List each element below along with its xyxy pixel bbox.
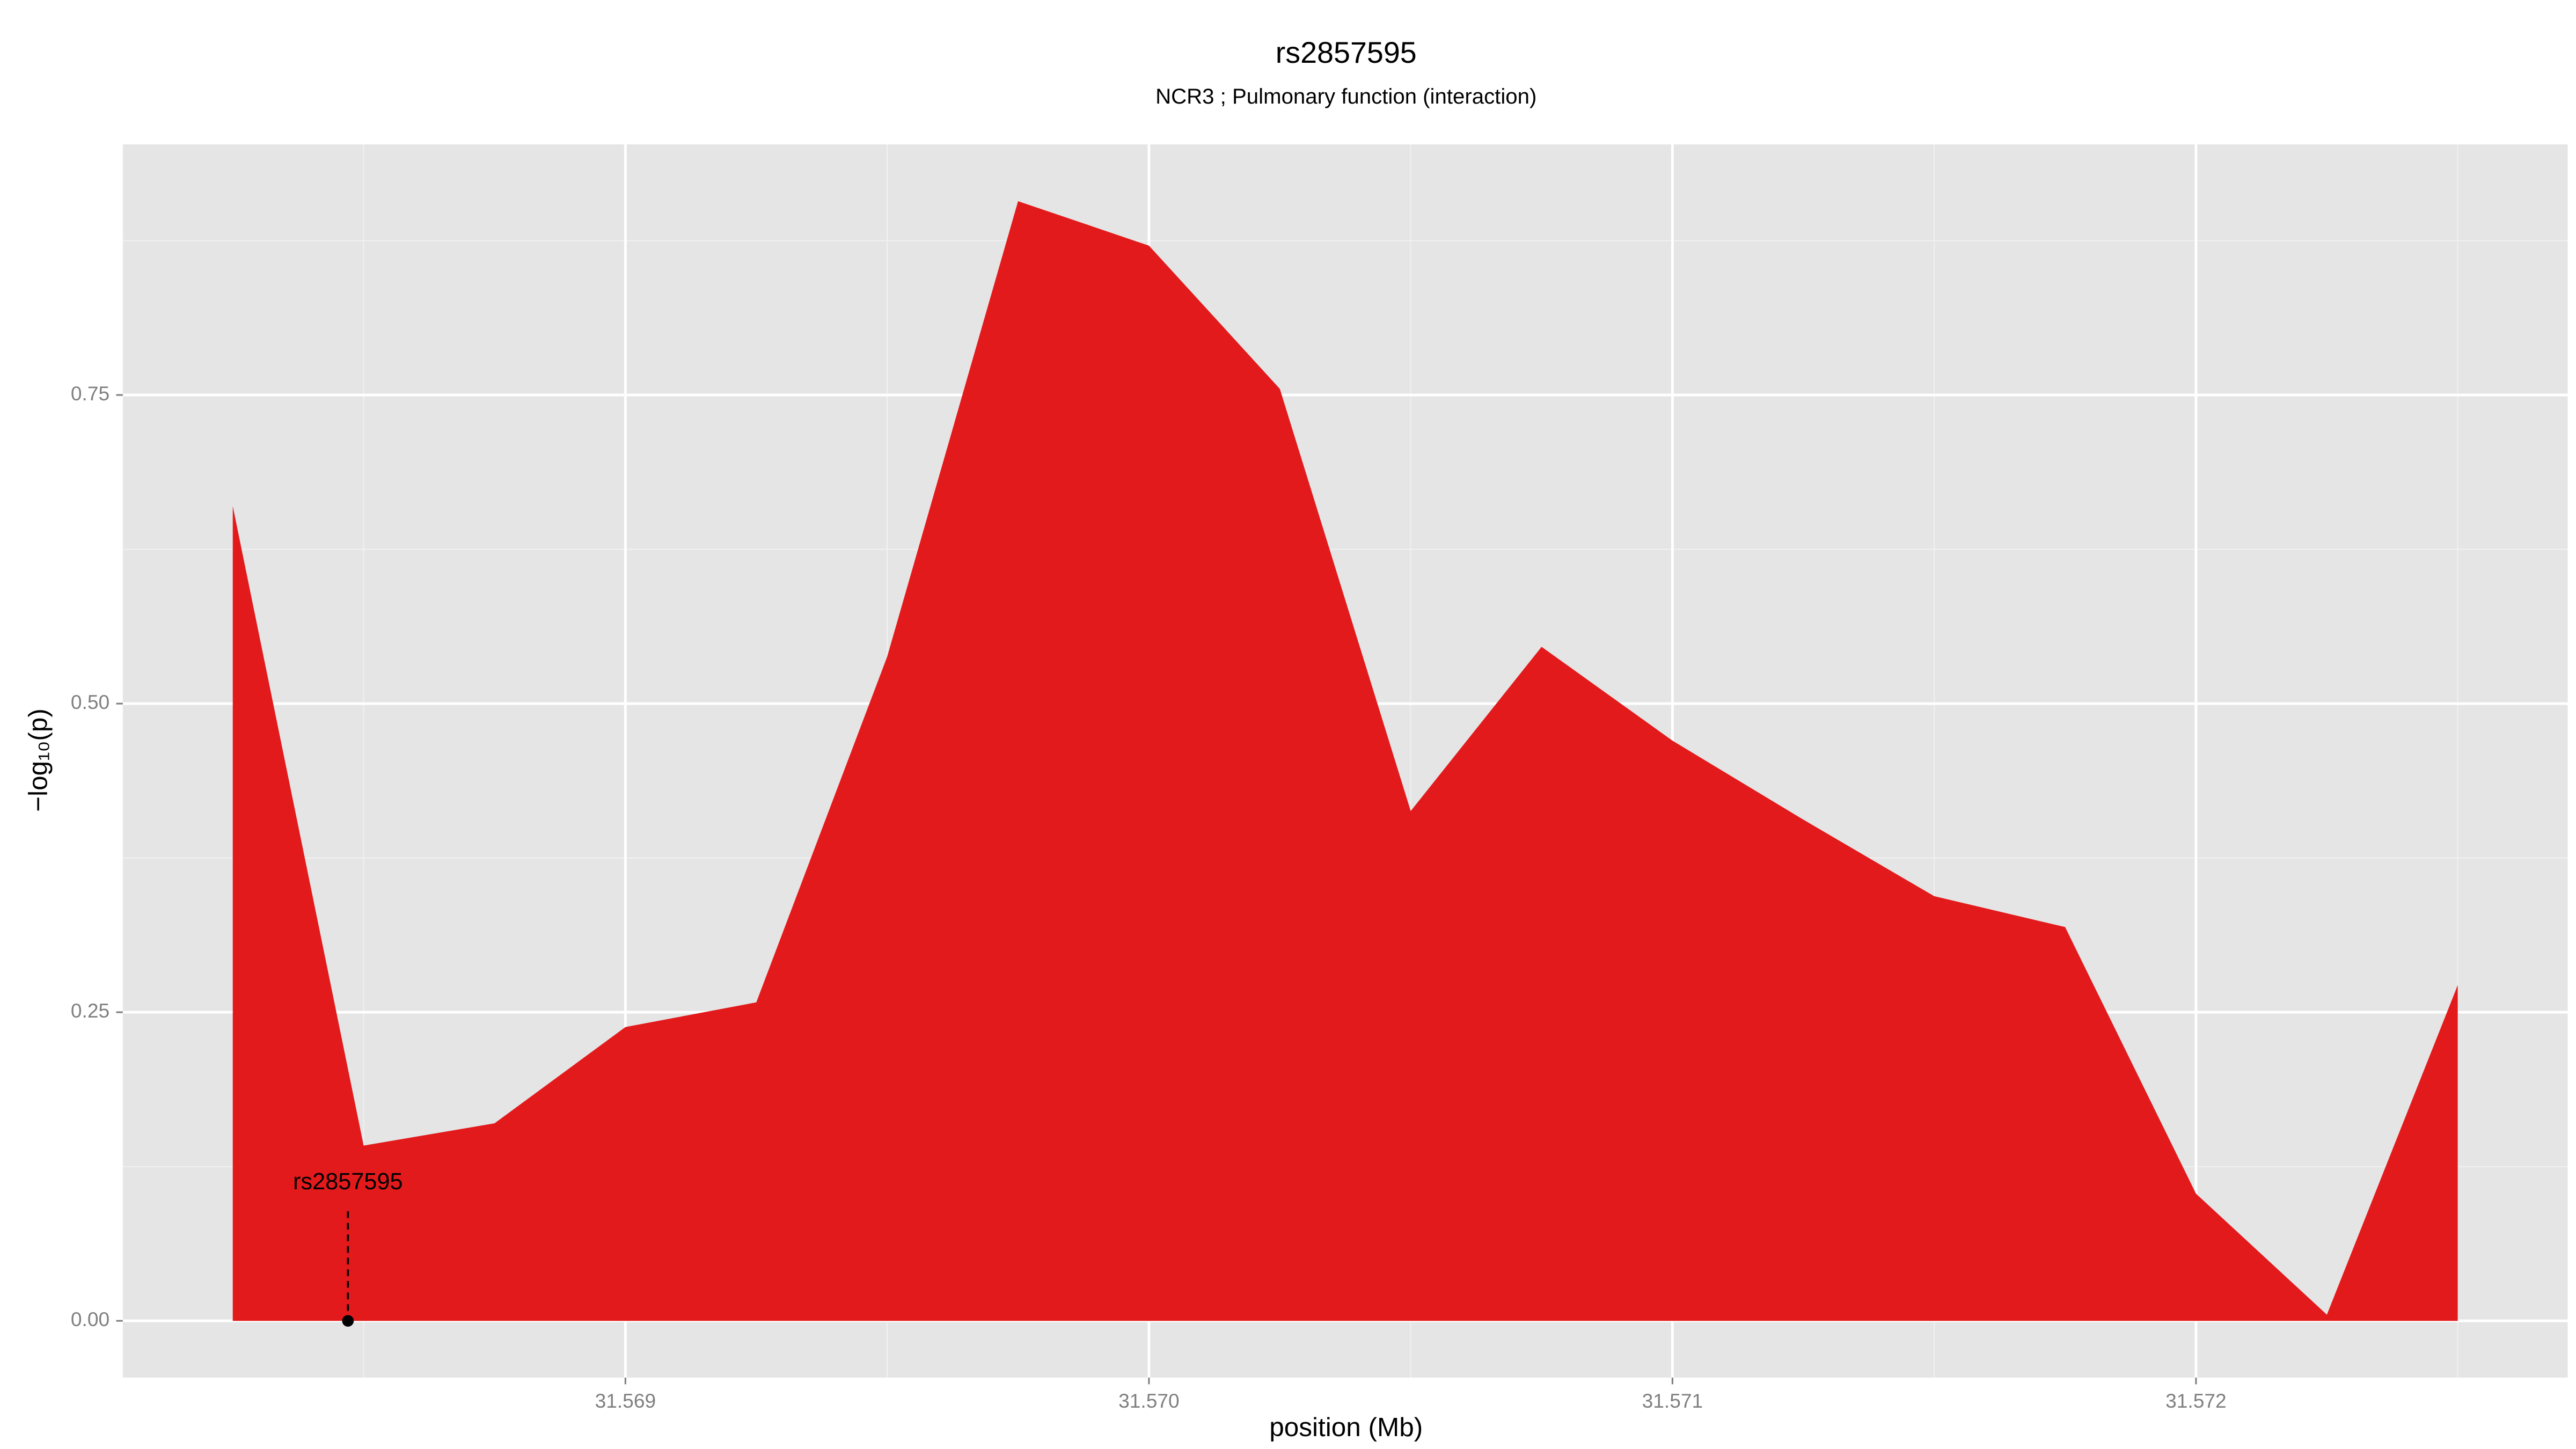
x-tick-label: 31.570: [1118, 1389, 1180, 1412]
x-tick-label: 31.572: [2165, 1389, 2227, 1412]
annotation-label: rs2857595: [293, 1169, 403, 1195]
chart-subtitle: NCR3 ; Pulmonary function (interaction): [1155, 84, 1536, 108]
y-tick-label: 0.25: [71, 999, 109, 1022]
y-tick-label: 0.50: [71, 691, 109, 713]
y-axis-label: −log₁₀(p): [23, 708, 53, 812]
chart-title: rs2857595: [1276, 36, 1417, 69]
x-tick-label: 31.571: [1642, 1389, 1703, 1412]
y-tick-label: 0.00: [71, 1308, 109, 1330]
x-tick-label: 31.569: [595, 1389, 656, 1412]
annotation-point: [342, 1315, 354, 1327]
y-tick-label: 0.75: [71, 382, 109, 405]
area: [232, 201, 2458, 1321]
x-axis-label: position (Mb): [1269, 1413, 1423, 1442]
